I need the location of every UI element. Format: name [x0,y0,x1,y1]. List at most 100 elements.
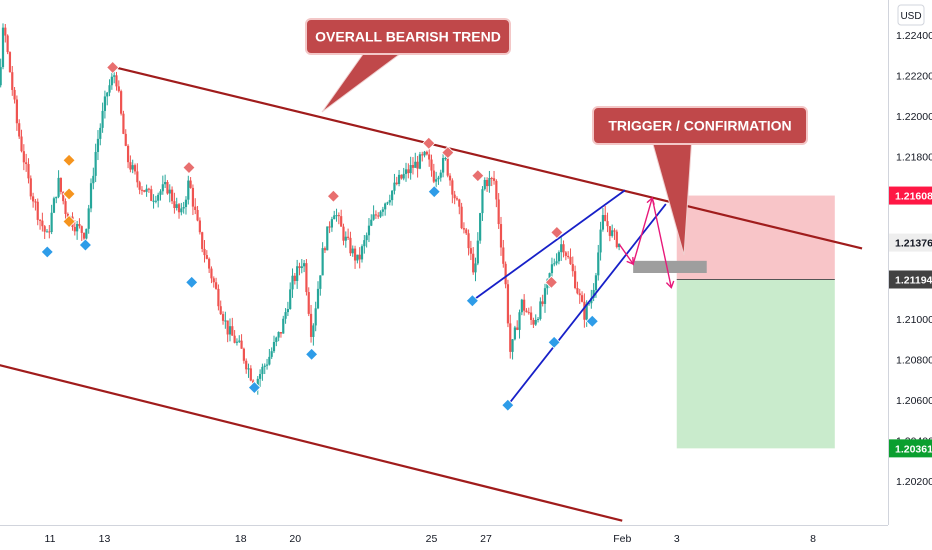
candle-body-259 [567,255,570,258]
candle-body-29 [34,201,37,203]
candle-body-96 [189,180,192,188]
candle-body-136 [282,318,285,334]
candle-body-245 [534,319,537,325]
candle-body-65 [117,86,120,92]
candle-body-97 [191,187,195,207]
candle-body-280 [615,231,618,248]
price-badge-label-3: 1.20361 [895,443,932,455]
candle-body-239 [520,299,523,313]
price-tick-6: 1.20800 [896,354,932,366]
candle-body-129 [265,364,269,366]
candle-body-170 [360,246,364,260]
candle-body-64 [115,75,118,87]
candle-body-275 [604,215,607,222]
candle-body-195 [418,154,422,169]
trendline-lower-channel [0,364,623,522]
candle-body-277 [608,226,611,236]
candle-body-253 [553,263,556,265]
marker-fractal-21 [62,214,76,229]
candle-body-178 [379,211,382,217]
marker-swing-high-14 [422,136,436,150]
marker-swing-low-8 [501,398,515,412]
candle-body-85 [164,181,167,185]
trigger-confirmation-box [592,106,808,145]
candle-body-232 [504,263,507,285]
candle-body-147 [307,292,310,314]
candle-body-116 [235,341,239,343]
candle-body-202 [435,179,438,182]
candle-body-214 [462,228,466,230]
price-badge-0 [889,186,932,205]
candle-body-209 [451,180,454,195]
price-badge-label-1: 1.21376 [895,238,932,250]
candle-body-132 [272,342,276,352]
candle-body-23 [20,136,23,152]
candle-body-185 [395,182,398,184]
time-tick-1: 13 [99,533,111,545]
candle-body-181 [386,202,389,204]
candle-body-105 [210,268,213,279]
marker-swing-low-9 [547,335,561,349]
candle-body-118 [240,340,243,349]
candle-body-83 [159,191,162,195]
candle-body-35 [48,231,51,233]
candle-body-176 [374,214,378,216]
time-axis: 11 13 18 20 25 27 Feb 3 8 [45,533,817,545]
candle-body-79 [150,189,153,201]
candle-body-141 [293,275,296,282]
candle-body-21 [15,99,18,124]
candle-body-267 [585,303,588,320]
entry-box [633,260,707,274]
candle-body-107 [214,282,218,289]
candle-body-104 [208,258,211,269]
candle-body-22 [18,123,21,137]
candle-body-234 [509,323,512,352]
candle-body-47 [76,224,79,232]
candle-body-163 [344,236,347,241]
candle-body-233 [506,284,510,324]
candle-body-197 [423,151,426,156]
projection-arrowhead-1 [626,257,634,266]
candle-body-248 [541,301,544,304]
price-badge-2 [889,270,932,289]
trigger-confirmation-callout: TRIGGER / CONFIRMATION [592,106,808,256]
candle-body-198 [425,151,428,155]
currency-box [897,4,925,26]
marker-swing-low-2 [78,238,92,252]
candle-body-216 [467,233,470,249]
candle-body-59 [103,96,107,111]
candle-body-172 [365,235,368,241]
candle-body-179 [381,209,384,212]
marker-swing-high-17 [550,225,564,240]
candle-body-51 [85,228,88,239]
candle-body-189 [404,169,408,174]
price-badge-label-0: 1.21608 [895,191,932,203]
candle-body-183 [391,190,394,201]
candle-body-75 [140,189,144,191]
candle-body-228 [495,180,498,200]
candle-body-153 [321,248,324,276]
candle-body-86 [166,181,169,194]
candle-body-114 [231,326,234,336]
candle-body-18 [8,52,12,73]
candle-body-84 [161,184,164,192]
candle-body-145 [303,263,306,267]
candle-body-125 [256,378,259,388]
candle-body-30 [36,201,39,220]
candle-body-122 [249,368,252,381]
candle-body-71 [131,165,134,170]
time-tick-8: 8 [810,533,816,545]
candle-body-127 [261,366,264,375]
trigger-confirmation-text: TRIGGER / CONFIRMATION [608,118,791,134]
candle-body-281 [618,243,621,248]
candle-body-137 [284,312,287,319]
candle-body-87 [168,189,171,194]
candle-body-235 [511,339,514,352]
candle-body-148 [309,313,313,337]
price-tick-9: 1.20200 [896,476,932,488]
candle-body-26 [27,164,30,179]
candle-body-24 [22,151,25,163]
candle-body-175 [372,214,375,220]
